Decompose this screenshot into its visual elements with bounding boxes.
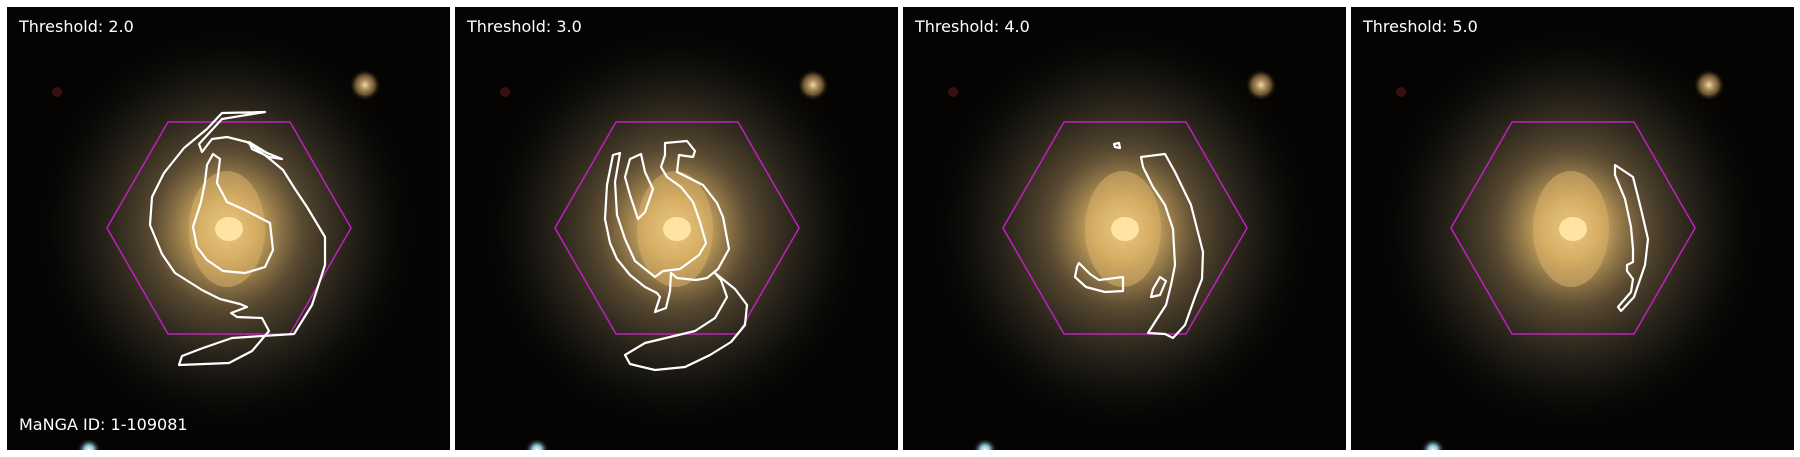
field-star — [349, 69, 381, 101]
contour-lines — [603, 139, 749, 372]
galaxy-image — [1351, 7, 1794, 450]
contour-lines — [1613, 163, 1650, 313]
galaxy-image — [7, 7, 450, 450]
ifu-hexagon — [1002, 121, 1248, 335]
panel-title: Threshold: 5.0 — [1363, 17, 1478, 36]
panel-threshold-4: Threshold: 4.0 — [903, 7, 1346, 450]
galaxy-core — [663, 217, 691, 241]
blue-star — [77, 438, 101, 450]
blue-star — [1421, 438, 1445, 450]
ifu-hexagon — [1450, 121, 1696, 335]
galaxy-image — [455, 7, 898, 450]
contour-lines — [148, 110, 327, 367]
galaxy-core — [1111, 217, 1139, 241]
panel-title: Threshold: 2.0 — [19, 17, 134, 36]
contour-lines — [1073, 141, 1205, 340]
blue-star — [525, 438, 549, 450]
panel-threshold-3: Threshold: 3.0 — [455, 7, 898, 450]
field-star — [1693, 69, 1725, 101]
panel-title: Threshold: 4.0 — [915, 17, 1030, 36]
galaxy-image — [903, 7, 1346, 450]
field-star — [797, 69, 829, 101]
galaxy-core — [215, 217, 243, 241]
blue-star — [973, 438, 997, 450]
galaxy-id-label: MaNGA ID: 1-109081 — [19, 415, 188, 434]
panel-threshold-2: Threshold: 2.0 MaNGA ID: 1-109081 — [7, 7, 450, 450]
panel-threshold-5: Threshold: 5.0 — [1351, 7, 1794, 450]
galaxy-core — [1559, 217, 1587, 241]
field-star — [1245, 69, 1277, 101]
panel-title: Threshold: 3.0 — [467, 17, 582, 36]
